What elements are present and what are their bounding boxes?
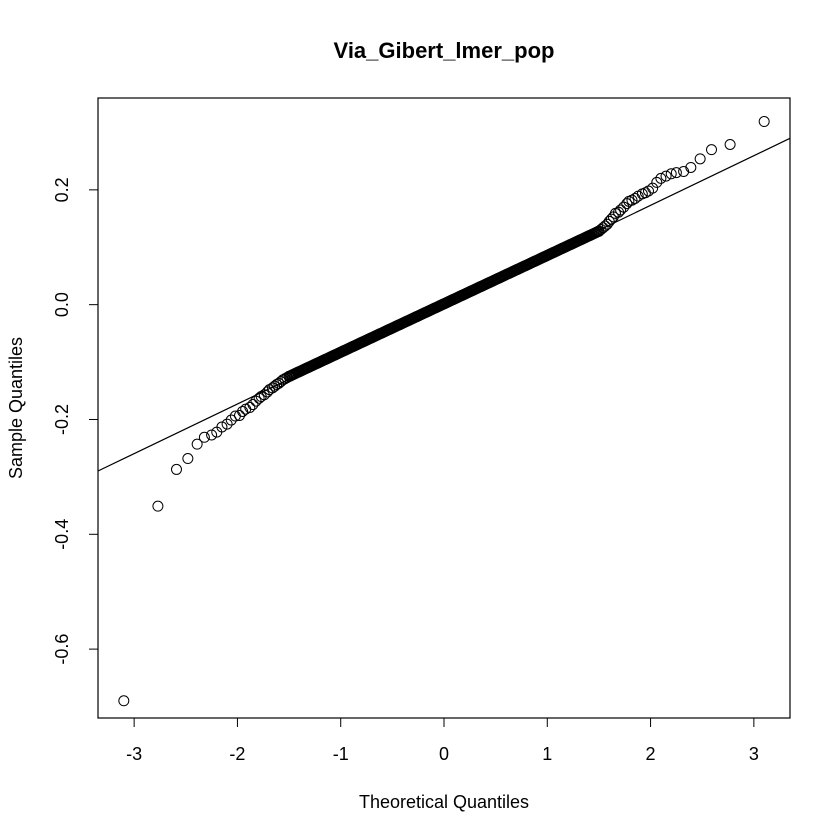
data-point [605, 213, 617, 225]
data-point [655, 172, 667, 184]
data-point [225, 414, 237, 426]
data-point [244, 401, 256, 413]
data-point [206, 429, 218, 441]
data-point [191, 438, 203, 450]
x-tick-label: 1 [542, 744, 552, 764]
y-tick-label: 0.2 [52, 177, 72, 202]
data-point [216, 421, 228, 433]
data-point [758, 116, 770, 128]
x-tick-label: -3 [126, 744, 142, 764]
data-point [118, 695, 130, 707]
data-points [118, 116, 770, 707]
data-point [647, 182, 659, 194]
x-tick-label: -2 [229, 744, 245, 764]
data-point [694, 153, 706, 165]
data-point [152, 500, 164, 512]
x-tick-label: 3 [749, 744, 759, 764]
data-point [182, 453, 194, 465]
data-point [651, 176, 663, 188]
data-point [221, 418, 233, 430]
data-point [665, 168, 677, 180]
x-axis-label: Theoretical Quantiles [359, 792, 529, 812]
x-tick-label: -1 [333, 744, 349, 764]
y-tick-label: -0.4 [52, 519, 72, 550]
x-axis: -3 -2 -1 0 1 2 3 [126, 717, 759, 764]
y-axis: -0.6 -0.4 -0.2 0.0 0.2 [52, 177, 99, 665]
data-point [629, 192, 641, 204]
x-tick-label: 2 [646, 744, 656, 764]
data-point [233, 409, 245, 421]
data-point [706, 144, 718, 156]
chart-title: Via_Gibert_lmer_pop [334, 38, 555, 63]
y-tick-label: 0.0 [52, 292, 72, 317]
data-point [170, 463, 182, 475]
data-point [615, 204, 627, 216]
y-axis-label: Sample Quantiles [6, 337, 26, 479]
data-point [660, 170, 672, 182]
data-point [685, 161, 697, 173]
data-point [593, 225, 605, 237]
data-point [724, 139, 736, 150]
y-tick-label: -0.2 [52, 404, 72, 435]
data-point [670, 167, 682, 179]
data-point [247, 399, 259, 411]
y-tick-label: -0.6 [52, 634, 72, 665]
data-point [198, 431, 210, 443]
x-tick-label: 0 [439, 744, 449, 764]
plot-frame [97, 97, 791, 719]
